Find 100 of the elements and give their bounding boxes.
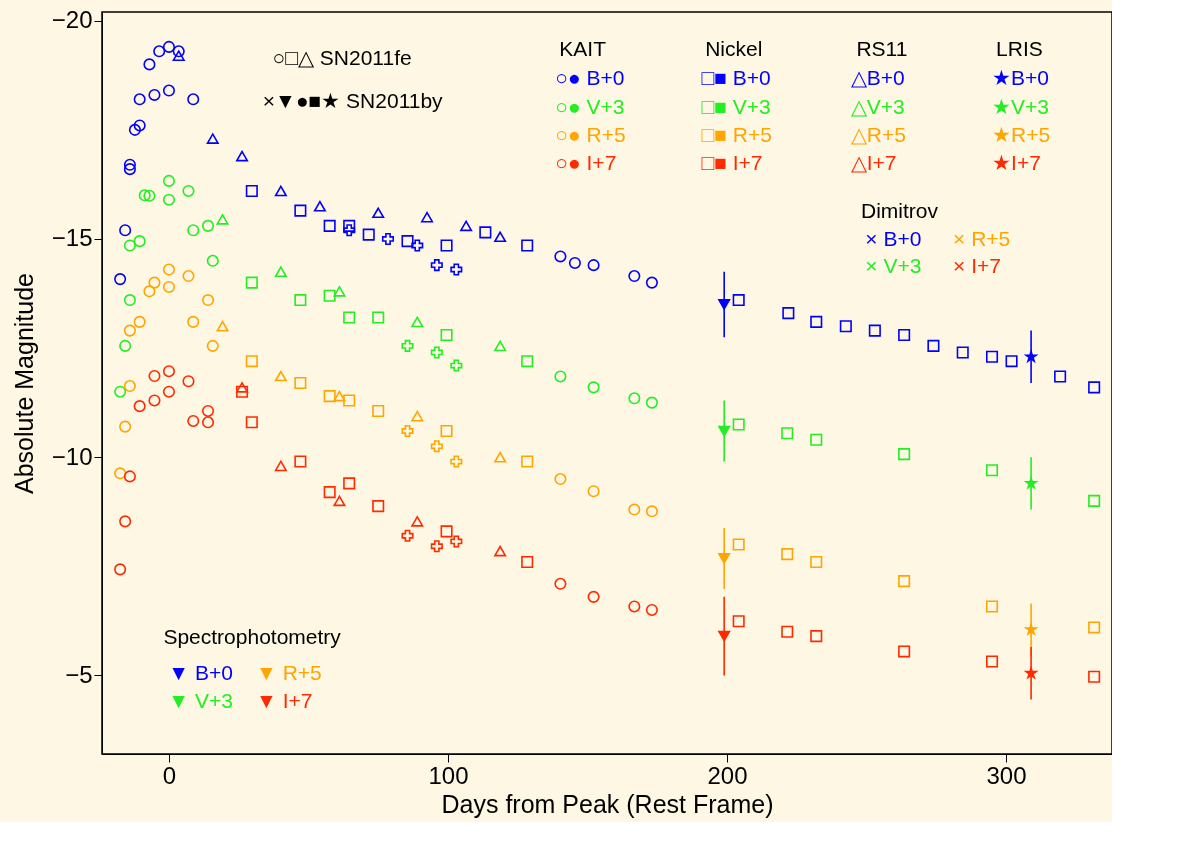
- point: [587, 485, 600, 498]
- point: [421, 211, 434, 223]
- point: [206, 254, 219, 267]
- point: [133, 235, 146, 248]
- annotation: × I+7: [953, 254, 1001, 277]
- point: [430, 440, 443, 453]
- point: [781, 625, 794, 638]
- point: [732, 294, 745, 307]
- point: [985, 464, 999, 477]
- x-tick-label: 0: [162, 761, 177, 789]
- x-tick-label: 300: [986, 761, 1027, 789]
- point: [245, 184, 258, 197]
- point: [810, 315, 823, 328]
- point: [1088, 621, 1101, 634]
- annotation: □■ V+3: [701, 95, 771, 118]
- point: [810, 433, 823, 446]
- annotation: ○● V+3: [555, 95, 625, 118]
- point: [587, 259, 600, 272]
- point: [148, 394, 161, 407]
- point: [868, 324, 881, 337]
- annotation: ▼ R+5: [256, 661, 322, 684]
- point: [732, 418, 745, 431]
- point: [182, 270, 195, 283]
- point: [1088, 494, 1101, 507]
- point: [123, 239, 136, 252]
- point: [521, 239, 534, 252]
- point: [294, 455, 307, 468]
- point: [119, 339, 132, 352]
- point: [187, 224, 200, 237]
- point: [568, 256, 581, 269]
- annotation: △V+3: [850, 95, 905, 118]
- annotation: ×▼●■★ SN2011by: [262, 89, 444, 112]
- point: [133, 93, 146, 106]
- annotation: ○● B+0: [555, 66, 625, 89]
- point: [216, 213, 229, 225]
- point: [162, 263, 176, 276]
- annotation: □■ R+5: [701, 123, 772, 146]
- point: [323, 219, 336, 232]
- point: [411, 410, 424, 422]
- point: [401, 339, 414, 352]
- point: [372, 311, 385, 324]
- point: [274, 185, 287, 197]
- point: [645, 396, 658, 409]
- point: [450, 455, 463, 468]
- x-axis-title: Days from Peak (Rest Frame): [441, 789, 774, 818]
- point: [781, 548, 794, 561]
- annotation: △I+7: [850, 151, 897, 174]
- point: [494, 545, 507, 557]
- point: [628, 392, 641, 405]
- point: [521, 455, 534, 468]
- point: [732, 538, 745, 551]
- point: [810, 555, 823, 568]
- point: [440, 525, 453, 538]
- point: [460, 220, 473, 232]
- point: [628, 600, 641, 613]
- annotation: ★I+7: [992, 151, 1041, 174]
- annotation: ▼ V+3: [168, 689, 233, 712]
- point: [430, 346, 443, 359]
- point: [450, 263, 463, 276]
- point: [114, 467, 127, 480]
- point: [119, 515, 132, 528]
- point: [781, 427, 794, 440]
- y-tick-label: −20: [51, 6, 93, 34]
- point: [554, 472, 567, 486]
- point: [143, 285, 156, 298]
- point: [138, 189, 151, 202]
- point: [343, 311, 356, 324]
- point: [494, 231, 507, 243]
- point: [411, 516, 424, 527]
- annotation: ○● R+5: [555, 123, 626, 146]
- point: [123, 163, 136, 176]
- point: [323, 486, 336, 499]
- point: [1088, 670, 1101, 683]
- point: [187, 93, 200, 106]
- point: [206, 133, 219, 144]
- point: [245, 276, 258, 289]
- point: [898, 328, 911, 342]
- point: [201, 416, 215, 429]
- point: [162, 84, 176, 97]
- point: [450, 535, 463, 548]
- y-tick-label: −10: [51, 442, 93, 470]
- point: [343, 394, 356, 407]
- point: [143, 58, 156, 71]
- annotation: ▼ B+0: [168, 661, 233, 684]
- point: [430, 259, 443, 272]
- point: [956, 346, 969, 359]
- point: [645, 603, 658, 616]
- point: [494, 451, 507, 463]
- annotation: ○● I+7: [555, 151, 617, 174]
- annotation: ▼ I+7: [256, 689, 313, 712]
- point: [554, 250, 567, 263]
- point: [362, 228, 375, 241]
- point: [274, 370, 287, 382]
- point: [133, 315, 146, 328]
- annotation: ★B+0: [992, 66, 1050, 89]
- point: [216, 320, 229, 332]
- point: [401, 529, 414, 542]
- point: [1088, 381, 1101, 394]
- point: [133, 400, 146, 413]
- annotation: × B+0: [865, 227, 922, 250]
